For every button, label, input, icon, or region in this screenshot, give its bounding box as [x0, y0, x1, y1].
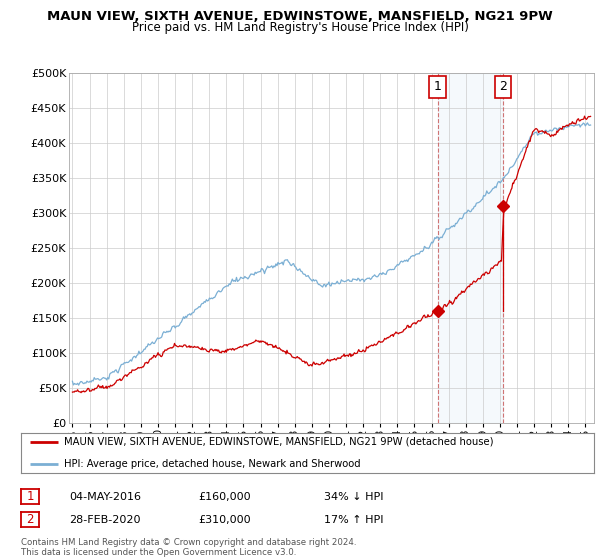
Text: 1: 1 [26, 490, 34, 503]
Text: 04-MAY-2016: 04-MAY-2016 [69, 492, 141, 502]
Text: £310,000: £310,000 [198, 515, 251, 525]
Text: MAUN VIEW, SIXTH AVENUE, EDWINSTOWE, MANSFIELD, NG21 9PW: MAUN VIEW, SIXTH AVENUE, EDWINSTOWE, MAN… [47, 10, 553, 23]
Text: Contains HM Land Registry data © Crown copyright and database right 2024.
This d: Contains HM Land Registry data © Crown c… [21, 538, 356, 557]
Text: 2: 2 [26, 513, 34, 526]
Text: 1: 1 [434, 80, 442, 94]
Text: £160,000: £160,000 [198, 492, 251, 502]
Text: 28-FEB-2020: 28-FEB-2020 [69, 515, 140, 525]
Text: 17% ↑ HPI: 17% ↑ HPI [324, 515, 383, 525]
Text: MAUN VIEW, SIXTH AVENUE, EDWINSTOWE, MANSFIELD, NG21 9PW (detached house): MAUN VIEW, SIXTH AVENUE, EDWINSTOWE, MAN… [64, 437, 493, 447]
Text: Price paid vs. HM Land Registry's House Price Index (HPI): Price paid vs. HM Land Registry's House … [131, 21, 469, 34]
Bar [437, 73, 503, 423]
Text: 2: 2 [499, 80, 507, 94]
Text: HPI: Average price, detached house, Newark and Sherwood: HPI: Average price, detached house, Newa… [64, 459, 361, 469]
Text: 34% ↓ HPI: 34% ↓ HPI [324, 492, 383, 502]
